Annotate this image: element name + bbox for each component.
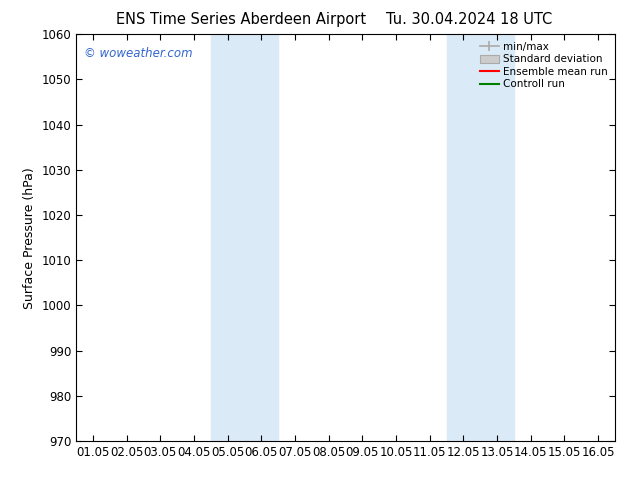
Text: Tu. 30.04.2024 18 UTC: Tu. 30.04.2024 18 UTC [386,12,552,27]
Bar [210,34,278,441]
Y-axis label: Surface Pressure (hPa): Surface Pressure (hPa) [23,167,36,309]
Text: ENS Time Series Aberdeen Airport: ENS Time Series Aberdeen Airport [116,12,366,27]
Bar [446,34,514,441]
Text: © woweather.com: © woweather.com [84,47,193,59]
Legend: min/max, Standard deviation, Ensemble mean run, Controll run: min/max, Standard deviation, Ensemble me… [478,40,610,92]
